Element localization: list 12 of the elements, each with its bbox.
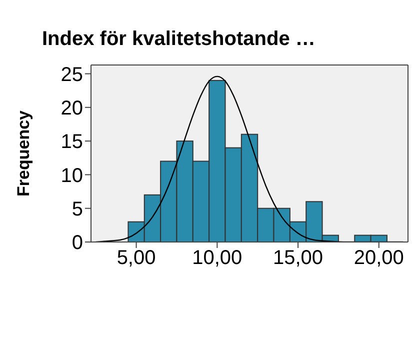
x-tick-label: 20,00	[354, 247, 404, 270]
y-tick-label: 25	[60, 64, 83, 86]
x-tick-label: 15,00	[272, 247, 324, 270]
chart-title: Index för kvalitetshotande …	[42, 28, 316, 51]
y-tick-label: 5	[72, 198, 83, 220]
y-tick-label: 20	[60, 98, 83, 120]
y-tick-label: 10	[60, 164, 83, 187]
x-tick-label: 5,00	[116, 247, 156, 270]
y-tick-label: 15	[60, 131, 83, 154]
y-tick-label: 0	[72, 232, 83, 254]
x-tick-label: 10,00	[192, 247, 242, 270]
y-axis-title: Frequency	[14, 110, 34, 196]
